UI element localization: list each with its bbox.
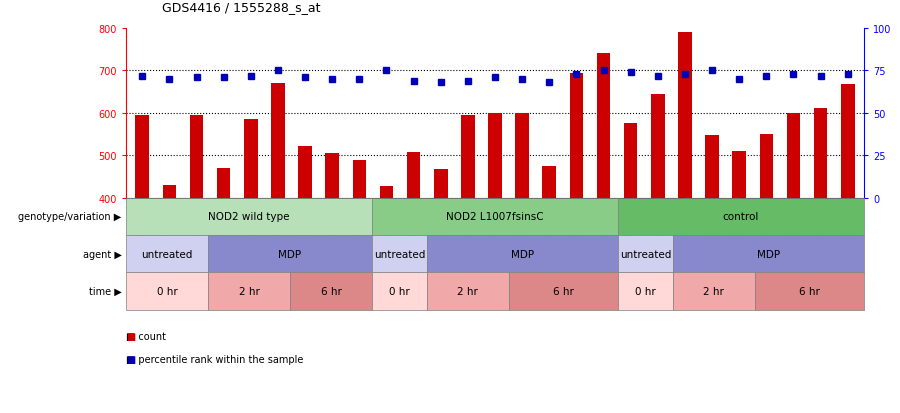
Text: ■ count: ■ count — [126, 332, 166, 342]
Bar — [570, 74, 583, 368]
Bar — [326, 154, 339, 368]
Text: untreated: untreated — [374, 249, 425, 259]
Text: agent ▶: agent ▶ — [83, 249, 122, 259]
Bar — [543, 166, 556, 368]
Text: NOD2 L1007fsinsC: NOD2 L1007fsinsC — [446, 212, 544, 222]
Bar — [353, 160, 366, 368]
Text: 2 hr: 2 hr — [238, 286, 259, 296]
Text: 6 hr: 6 hr — [799, 286, 820, 296]
Text: MDP: MDP — [757, 249, 780, 259]
Bar — [461, 116, 474, 368]
Text: genotype/variation ▶: genotype/variation ▶ — [18, 212, 122, 222]
Bar — [516, 114, 529, 368]
Text: 6 hr: 6 hr — [553, 286, 574, 296]
Text: ■: ■ — [126, 354, 135, 364]
Bar — [814, 109, 827, 368]
Text: 0 hr: 0 hr — [157, 286, 177, 296]
Bar — [163, 185, 176, 368]
Bar — [624, 123, 637, 368]
Bar — [760, 135, 773, 368]
Text: ■: ■ — [126, 332, 135, 342]
Bar — [841, 85, 854, 368]
Text: untreated: untreated — [619, 249, 671, 259]
Bar — [678, 33, 692, 368]
Text: 0 hr: 0 hr — [635, 286, 656, 296]
Text: control: control — [723, 212, 760, 222]
Bar — [597, 53, 610, 368]
Bar — [217, 169, 230, 368]
Bar — [488, 114, 502, 368]
Bar — [190, 116, 203, 368]
Text: untreated: untreated — [141, 249, 193, 259]
Bar — [651, 95, 664, 368]
Bar — [706, 135, 719, 368]
Bar — [434, 170, 447, 368]
Bar — [407, 153, 420, 368]
Text: 2 hr: 2 hr — [703, 286, 724, 296]
Text: 6 hr: 6 hr — [320, 286, 341, 296]
Text: 2 hr: 2 hr — [457, 286, 478, 296]
Text: 0 hr: 0 hr — [389, 286, 410, 296]
Bar — [733, 152, 746, 368]
Bar — [787, 114, 800, 368]
Text: time ▶: time ▶ — [89, 286, 122, 296]
Bar — [136, 116, 149, 368]
Text: MDP: MDP — [278, 249, 302, 259]
Bar — [271, 84, 284, 368]
Bar — [298, 147, 312, 368]
Text: ■ percentile rank within the sample: ■ percentile rank within the sample — [126, 354, 303, 364]
Text: GDS4416 / 1555288_s_at: GDS4416 / 1555288_s_at — [162, 2, 320, 14]
Bar — [380, 186, 393, 368]
Text: NOD2 wild type: NOD2 wild type — [208, 212, 290, 222]
Text: MDP: MDP — [511, 249, 534, 259]
Bar — [244, 120, 257, 368]
